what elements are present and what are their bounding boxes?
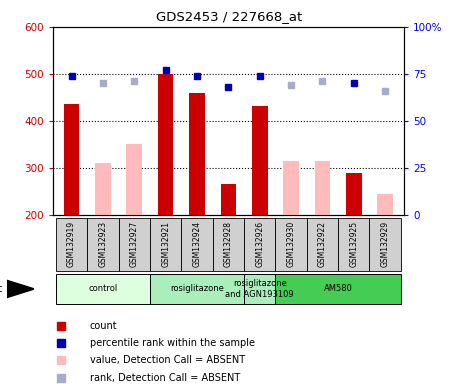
Text: GSM132927: GSM132927 xyxy=(130,221,139,267)
FancyBboxPatch shape xyxy=(213,218,244,271)
FancyBboxPatch shape xyxy=(118,218,150,271)
Bar xyxy=(346,173,362,215)
Bar xyxy=(127,144,142,215)
Bar xyxy=(283,161,299,215)
Bar xyxy=(64,104,79,215)
Bar xyxy=(252,106,268,215)
FancyBboxPatch shape xyxy=(307,218,338,271)
Text: GSM132922: GSM132922 xyxy=(318,221,327,267)
Text: rosiglitazone: rosiglitazone xyxy=(170,285,224,293)
Bar xyxy=(314,161,330,215)
Text: GSM132930: GSM132930 xyxy=(286,221,296,267)
Text: GSM132929: GSM132929 xyxy=(381,221,390,267)
Bar xyxy=(220,184,236,215)
FancyBboxPatch shape xyxy=(150,218,181,271)
Text: value, Detection Call = ABSENT: value, Detection Call = ABSENT xyxy=(90,355,245,365)
Text: count: count xyxy=(90,321,117,331)
FancyBboxPatch shape xyxy=(56,274,150,304)
FancyBboxPatch shape xyxy=(338,218,369,271)
FancyBboxPatch shape xyxy=(244,218,275,271)
Bar xyxy=(377,194,393,215)
Bar xyxy=(95,163,111,215)
Text: GSM132926: GSM132926 xyxy=(255,221,264,267)
FancyBboxPatch shape xyxy=(275,274,401,304)
FancyBboxPatch shape xyxy=(56,218,87,271)
FancyBboxPatch shape xyxy=(275,218,307,271)
Text: rank, Detection Call = ABSENT: rank, Detection Call = ABSENT xyxy=(90,373,240,383)
FancyBboxPatch shape xyxy=(150,274,244,304)
Text: GSM132924: GSM132924 xyxy=(192,221,202,267)
Text: GSM132919: GSM132919 xyxy=(67,221,76,267)
FancyBboxPatch shape xyxy=(181,218,213,271)
Polygon shape xyxy=(7,280,34,298)
Text: rosiglitazone
and AGN193109: rosiglitazone and AGN193109 xyxy=(225,279,294,299)
Bar xyxy=(158,74,174,215)
Text: agent: agent xyxy=(0,284,2,294)
Text: control: control xyxy=(88,285,118,293)
FancyBboxPatch shape xyxy=(244,274,275,304)
Text: GSM132921: GSM132921 xyxy=(161,221,170,267)
Text: GSM132928: GSM132928 xyxy=(224,221,233,267)
Text: GSM132923: GSM132923 xyxy=(98,221,107,267)
Text: percentile rank within the sample: percentile rank within the sample xyxy=(90,338,254,348)
Text: AM580: AM580 xyxy=(324,285,353,293)
Text: GSM132925: GSM132925 xyxy=(349,221,358,267)
Text: GDS2453 / 227668_at: GDS2453 / 227668_at xyxy=(157,10,302,23)
FancyBboxPatch shape xyxy=(369,218,401,271)
FancyBboxPatch shape xyxy=(87,218,118,271)
Bar xyxy=(189,93,205,215)
